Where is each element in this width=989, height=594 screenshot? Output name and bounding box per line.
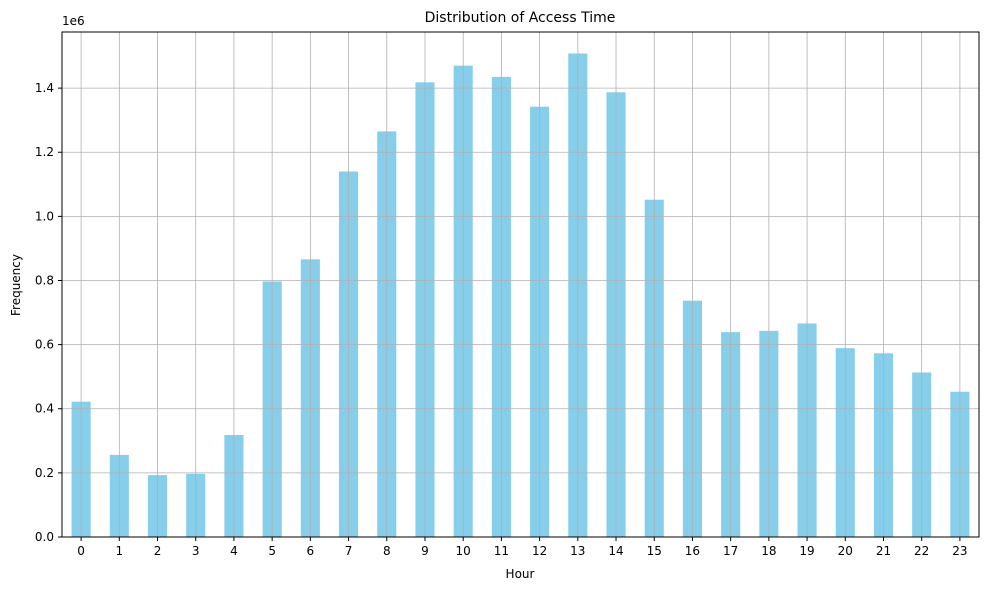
y-tick-label: 0.8 bbox=[35, 273, 54, 287]
x-tick-label: 5 bbox=[268, 544, 276, 558]
x-tick-label: 2 bbox=[154, 544, 162, 558]
x-tick-label: 22 bbox=[914, 544, 929, 558]
axes bbox=[61, 31, 980, 538]
y-tick-label: 1.0 bbox=[35, 209, 54, 223]
x-tick-label: 20 bbox=[838, 544, 853, 558]
x-tick-label: 4 bbox=[230, 544, 238, 558]
x-tick-label: 7 bbox=[345, 544, 353, 558]
x-tick-label: 9 bbox=[421, 544, 429, 558]
x-tick-label: 23 bbox=[952, 544, 967, 558]
x-tick-label: 21 bbox=[876, 544, 891, 558]
bars bbox=[71, 53, 970, 538]
x-tick-label: 11 bbox=[494, 544, 509, 558]
y-tick-label: 1.2 bbox=[35, 145, 54, 159]
y-axis-label: Frequency bbox=[9, 254, 23, 316]
x-tick-label: 0 bbox=[77, 544, 85, 558]
y-tick-label: 0.4 bbox=[35, 402, 54, 416]
y-tick-label: 0.0 bbox=[35, 530, 54, 544]
x-tick-label: 13 bbox=[570, 544, 585, 558]
x-tick-label: 14 bbox=[608, 544, 623, 558]
ticks: 0 1 2 3 4 5 6 7 8 9 10 11 12 13 14 15 16 17 18 19 20 21 22 230.… bbox=[35, 81, 968, 558]
x-tick-label: 10 bbox=[456, 544, 471, 558]
x-tick-label: 6 bbox=[307, 544, 315, 558]
y-tick-label: 1.4 bbox=[35, 81, 54, 95]
y-tick-label: 0.6 bbox=[35, 338, 54, 352]
y-axis-offset-label: 1e6 bbox=[62, 14, 85, 28]
x-tick-label: 15 bbox=[647, 544, 662, 558]
x-tick-label: 12 bbox=[532, 544, 547, 558]
x-axis-label: Hour bbox=[506, 567, 535, 581]
x-tick-label: 19 bbox=[799, 544, 814, 558]
plot-frame bbox=[61, 31, 980, 538]
x-tick-label: 3 bbox=[192, 544, 200, 558]
x-tick-label: 18 bbox=[761, 544, 776, 558]
y-tick-label: 0.2 bbox=[35, 466, 54, 480]
x-tick-label: 17 bbox=[723, 544, 738, 558]
x-tick-label: 16 bbox=[685, 544, 700, 558]
x-tick-label: 1 bbox=[115, 544, 123, 558]
x-tick-label: 8 bbox=[383, 544, 391, 558]
chart-title: Distribution of Access Time bbox=[425, 10, 616, 26]
